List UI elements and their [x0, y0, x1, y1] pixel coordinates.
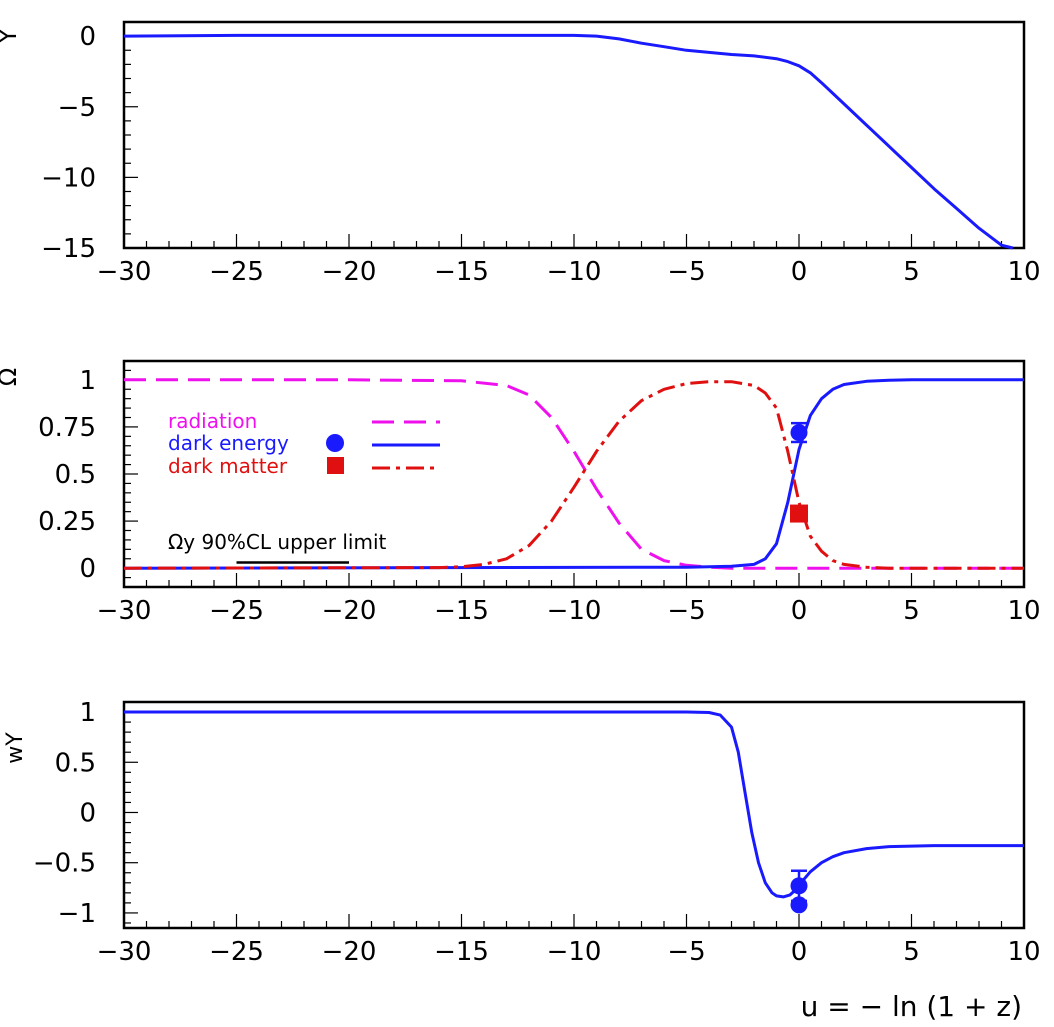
panel-y-x-tick-label: −5 — [667, 257, 705, 287]
panel-w-x-tick-label: −30 — [97, 937, 152, 967]
legend-dark-energy-label: dark energy — [168, 431, 289, 455]
panel-omega-x-tick-label: −25 — [209, 596, 264, 626]
panel-w-x-tick-label: 5 — [903, 937, 920, 967]
panel-omega-data-point-square — [790, 504, 808, 523]
panel-w-ticks — [123, 701, 1025, 928]
panel-y-x-tick-label: −30 — [97, 257, 152, 287]
panel-w-frame — [122, 700, 1026, 930]
panel-omega-x-tick-label: −30 — [97, 596, 152, 626]
panel-w-x-tick-label: 10 — [1007, 937, 1040, 967]
panel-w-x-tick-label: −20 — [322, 937, 377, 967]
panel-y-y-tick-label: −10 — [41, 163, 96, 193]
panel-w-data-point-circle — [790, 896, 808, 914]
panel-y-plot — [123, 33, 1014, 250]
panel-w-x-tick-label: −25 — [209, 937, 264, 967]
panel-omega-ylabel: Ω — [0, 368, 22, 386]
panel-w-y-tick-label: 0.5 — [55, 748, 96, 778]
panel-w-plot — [124, 710, 1024, 914]
panel-y-frame — [122, 20, 1026, 250]
panel-omega-x-tick-label: 10 — [1007, 596, 1040, 626]
panel-y-x-tick-label: 0 — [791, 257, 808, 287]
panel-y-yticklabels: 0 −5 −10 −15 — [41, 22, 96, 264]
panel-y-y-tick-label: −5 — [58, 93, 96, 123]
panel-y-ticks — [123, 21, 1025, 249]
panel-omega-y-tick-label: 0.25 — [38, 507, 96, 537]
x-axis-label: u = − ln (1 + z) — [801, 990, 1022, 1023]
panel-omega: Ω −30 −25 −20 −15 −10 −5 0 5 10 1 0.75 0.5 0.25 0 ra… — [0, 359, 1041, 626]
panel-w-y-tick-label: 1 — [79, 698, 96, 728]
panel-omega-y-tick-label: 0.75 — [38, 413, 96, 443]
panel-w-yticklabels: 1 0.5 0 −0.5 −1 — [33, 698, 96, 929]
panel-y-x-tick-label: −15 — [434, 257, 489, 287]
panel-y-series-curve — [123, 33, 1014, 250]
panel-w-x-tick-label: 0 — [791, 937, 808, 967]
legend-dark-matter-marker — [327, 457, 344, 474]
panel-y-xticklabels: −30 −25 −20 −15 −10 −5 0 5 10 — [97, 257, 1041, 287]
panel-omega-yticklabels: 1 0.75 0.5 0.25 0 — [38, 366, 96, 584]
panel-w-data-point-circle — [790, 877, 808, 895]
panel-w-x-tick-label: −5 — [667, 937, 705, 967]
panel-w-ylabel: wY — [3, 732, 28, 764]
panel-omega-x-tick-label: 0 — [791, 596, 808, 626]
panel-w: wY −30 −25 −20 −15 −10 −5 0 5 10 1 0.5 0 −0.5 −1 — [3, 698, 1041, 967]
panel-w-y-tick-label: −1 — [58, 899, 96, 929]
panel-y-x-tick-label: 10 — [1007, 257, 1040, 287]
panel-omega-plot — [123, 378, 1024, 570]
panel-y-y-tick-label: −15 — [41, 234, 96, 264]
panel-y-x-tick-label: 5 — [903, 257, 920, 287]
upper-limit-annotation: Ωy 90%CL upper limit — [168, 530, 386, 554]
panel-w-y-tick-label: −0.5 — [33, 849, 96, 879]
panel-y-x-tick-label: −10 — [547, 257, 602, 287]
panel-omega-x-tick-label: −5 — [667, 596, 705, 626]
panel-w-x-tick-label: −15 — [434, 937, 489, 967]
legend-dark-matter-label: dark matter — [168, 454, 288, 478]
panel-omega-x-tick-label: −15 — [434, 596, 489, 626]
panel-w-x-tick-label: −10 — [547, 937, 602, 967]
panel-w-xticklabels: −30 −25 −20 −15 −10 −5 0 5 10 — [97, 937, 1041, 967]
panel-y-y-tick-label: 0 — [79, 22, 96, 52]
legend: radiation dark energy dark matter Ωy 90%… — [168, 409, 440, 554]
panel-omega-x-tick-label: −10 — [547, 596, 602, 626]
panel-omega-xticklabels: −30 −25 −20 −15 −10 −5 0 5 10 — [97, 596, 1041, 626]
panel-omega-y-tick-label: 0.5 — [55, 460, 96, 490]
panel-y: Y −30 −25 −20 −15 −10 −5 0 5 10 0 −5 −10 −15 — [0, 20, 1041, 287]
legend-dark-energy-marker — [326, 434, 344, 452]
panel-y-x-tick-label: −20 — [322, 257, 377, 287]
panel-omega-y-tick-label: 0 — [79, 554, 96, 584]
panel-omega-y-tick-label: 1 — [79, 366, 96, 396]
panel-omega-x-tick-label: −20 — [322, 596, 377, 626]
panel-y-x-tick-label: −25 — [209, 257, 264, 287]
panel-y-ylabel: Y — [0, 28, 22, 44]
legend-radiation-label: radiation — [168, 409, 257, 433]
panel-omega-data-point-circle — [790, 424, 808, 442]
panel-w-series-curve — [124, 710, 1024, 899]
panel-omega-x-tick-label: 5 — [903, 596, 920, 626]
panel-w-y-tick-label: 0 — [79, 798, 96, 828]
